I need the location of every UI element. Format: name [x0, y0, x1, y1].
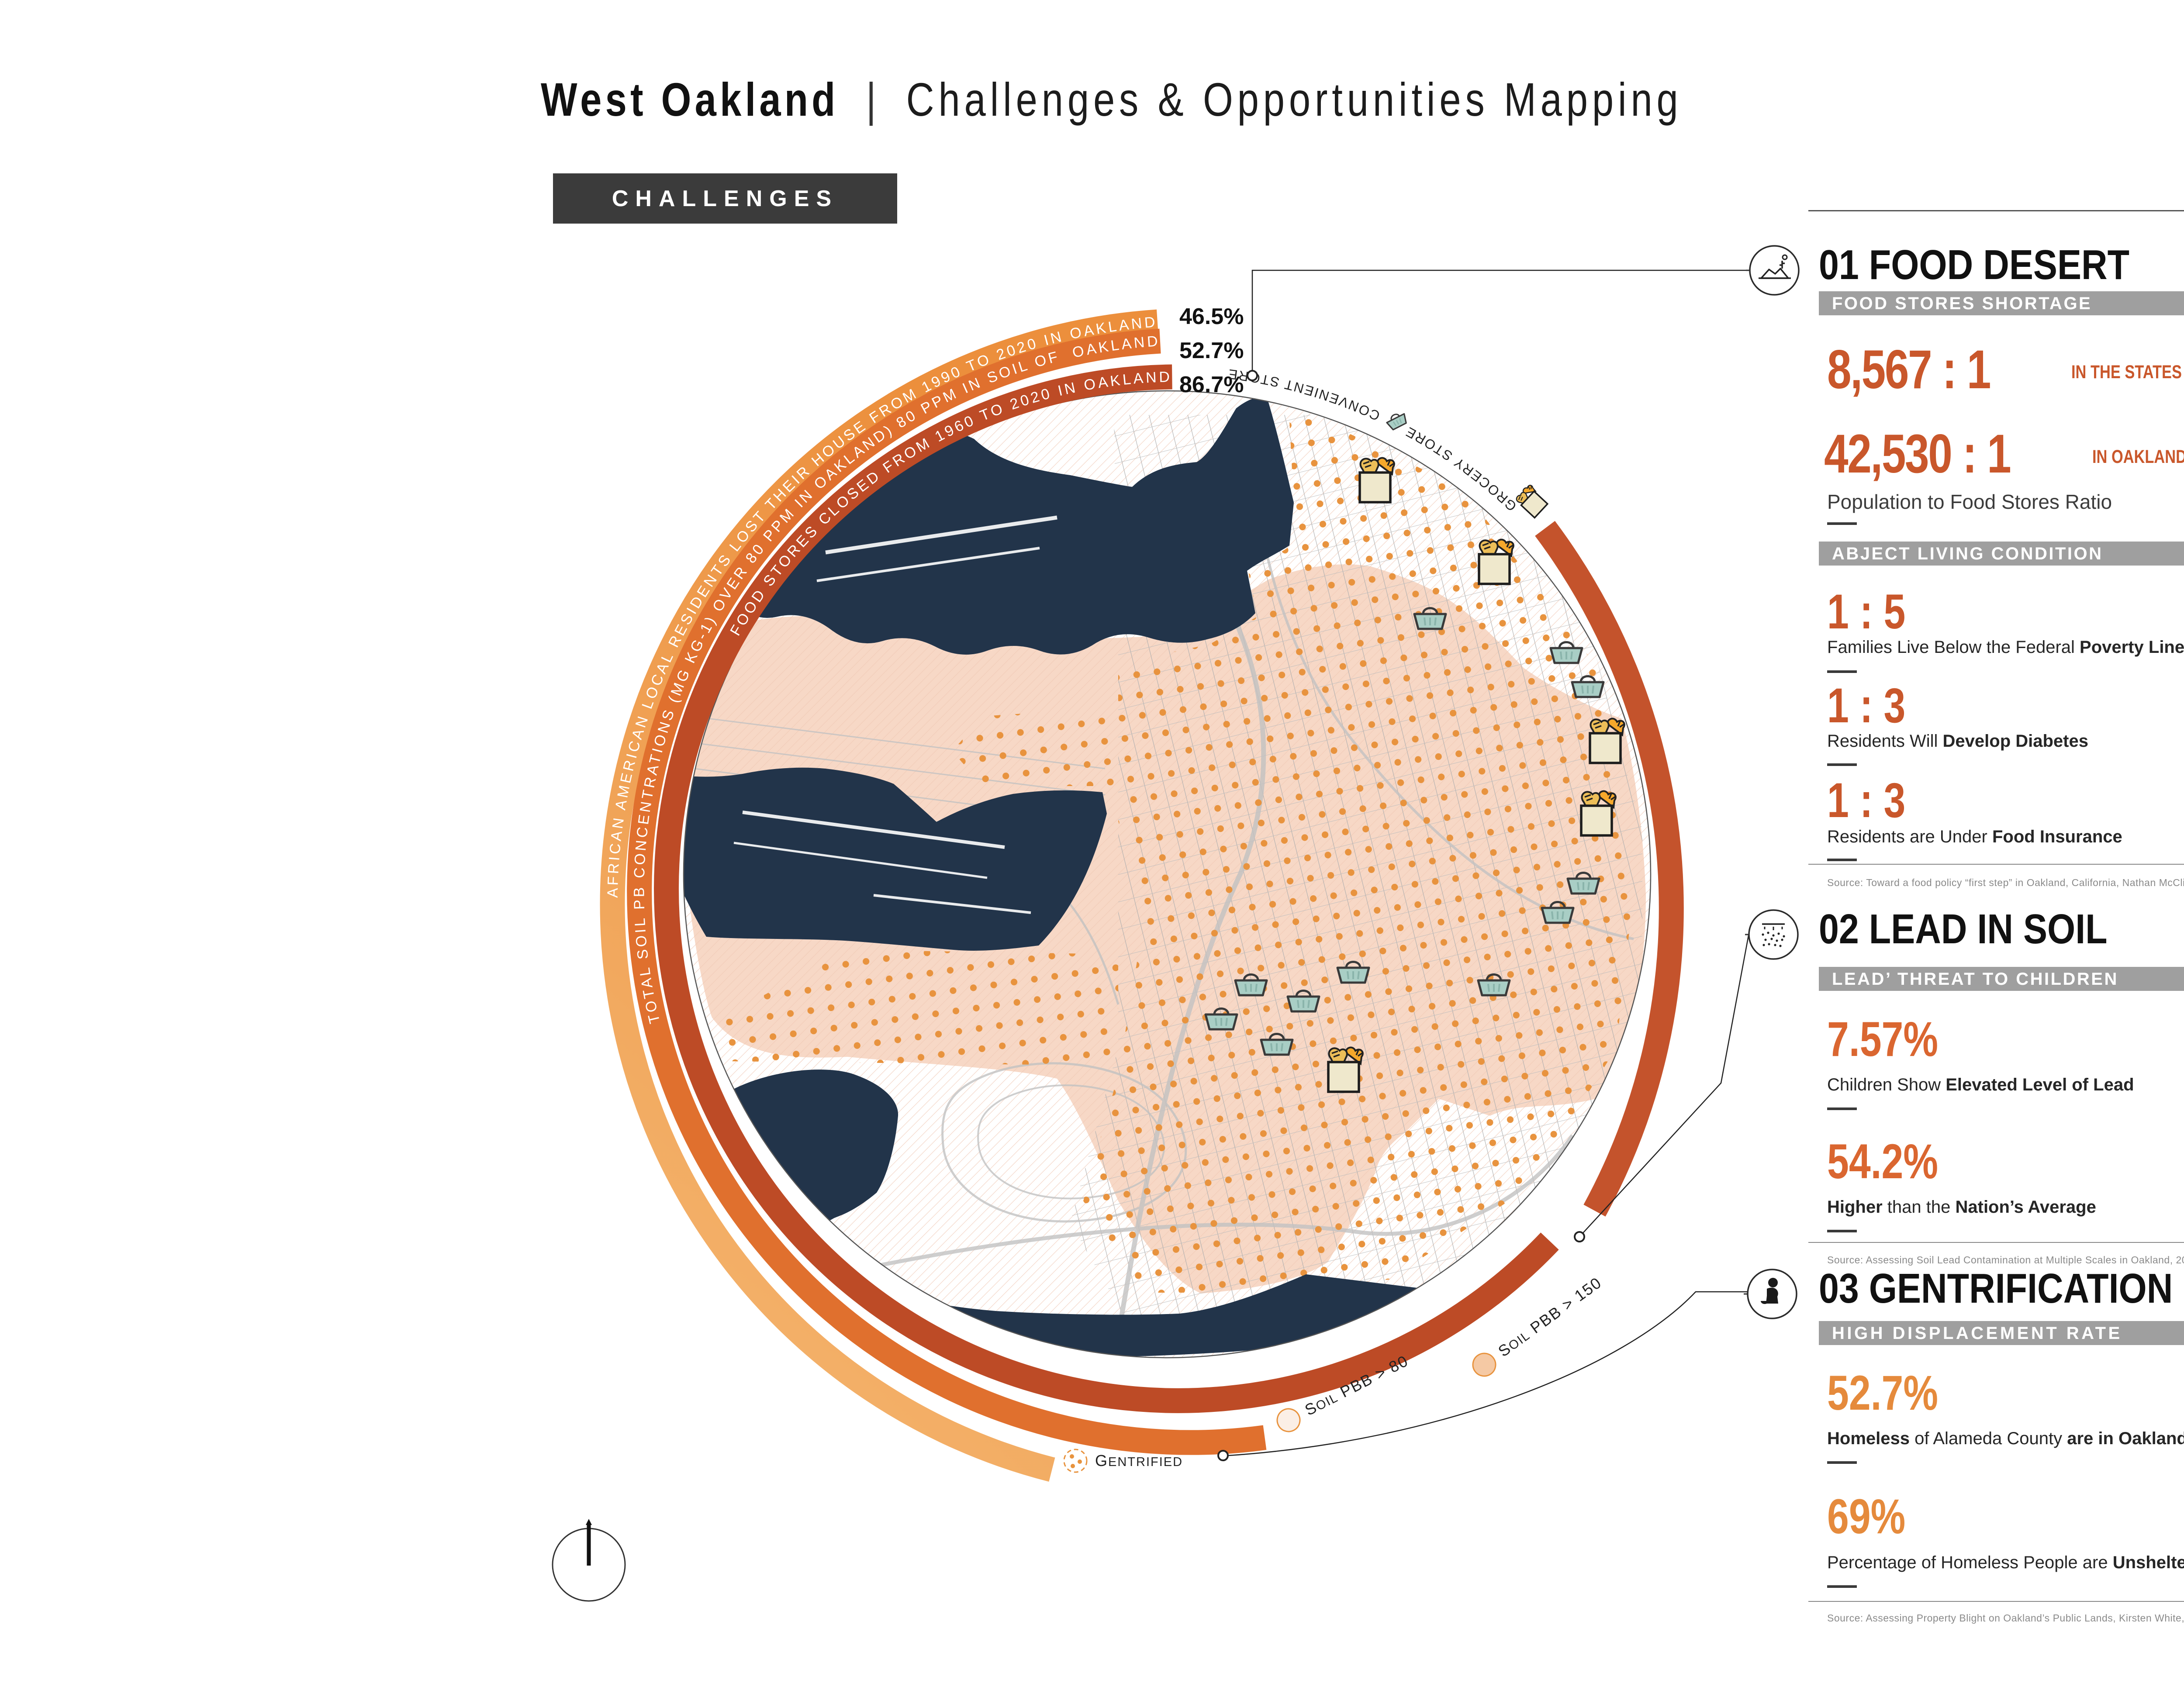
- svg-text:52.7%: 52.7%: [1179, 338, 1244, 363]
- svg-text:46.5%: 46.5%: [1179, 304, 1244, 329]
- svg-text:86.7%: 86.7%: [1179, 372, 1244, 397]
